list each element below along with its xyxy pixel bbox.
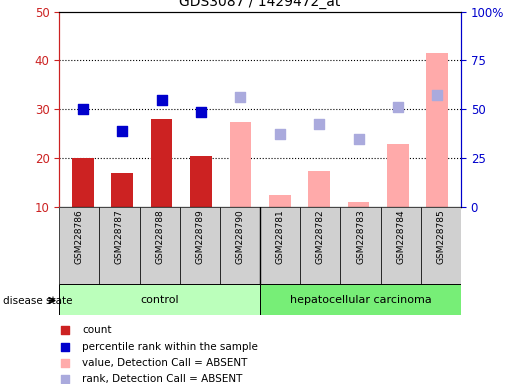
Title: GDS3087 / 1429472_at: GDS3087 / 1429472_at	[179, 0, 341, 9]
Text: GSM228782: GSM228782	[316, 210, 325, 264]
Point	[394, 104, 402, 110]
Bar	[348, 202, 369, 207]
Point	[197, 109, 205, 115]
Point	[236, 94, 245, 100]
Text: GSM228784: GSM228784	[396, 210, 405, 264]
Bar	[340, 207, 381, 284]
Text: percentile rank within the sample: percentile rank within the sample	[82, 342, 258, 352]
Text: hepatocellular carcinoma: hepatocellular carcinoma	[289, 295, 432, 305]
Text: rank, Detection Call = ABSENT: rank, Detection Call = ABSENT	[82, 374, 242, 384]
Bar	[99, 207, 140, 284]
Point	[315, 121, 323, 127]
Bar	[230, 122, 251, 207]
Text: control: control	[140, 295, 179, 305]
Point	[276, 131, 284, 137]
Bar	[111, 173, 133, 207]
Point	[158, 96, 166, 103]
Bar	[308, 170, 330, 207]
Text: GSM228787: GSM228787	[115, 210, 124, 265]
Point	[433, 92, 441, 98]
Point	[354, 136, 363, 142]
Bar	[269, 195, 290, 207]
Point	[118, 128, 126, 134]
Text: GSM228785: GSM228785	[436, 210, 445, 265]
Bar	[220, 207, 260, 284]
Text: value, Detection Call = ABSENT: value, Detection Call = ABSENT	[82, 358, 247, 368]
Bar	[59, 284, 260, 315]
Text: count: count	[82, 326, 111, 336]
Bar	[140, 207, 180, 284]
Bar	[260, 207, 300, 284]
Text: GSM228781: GSM228781	[276, 210, 285, 265]
Point	[79, 106, 87, 113]
Point	[61, 328, 70, 334]
Point	[61, 360, 70, 366]
Text: GSM228789: GSM228789	[195, 210, 204, 265]
Text: GSM228788: GSM228788	[155, 210, 164, 265]
Text: GSM228786: GSM228786	[75, 210, 84, 265]
Bar	[59, 207, 99, 284]
Point	[61, 376, 70, 382]
Bar	[260, 284, 461, 315]
Text: GSM228790: GSM228790	[235, 210, 245, 265]
Text: disease state: disease state	[3, 296, 72, 306]
Text: GSM228783: GSM228783	[356, 210, 365, 265]
Point	[61, 344, 70, 350]
Bar	[387, 144, 409, 207]
Bar	[300, 207, 340, 284]
Bar	[180, 207, 220, 284]
Bar	[151, 119, 173, 207]
Bar	[190, 156, 212, 207]
Bar	[72, 158, 94, 207]
Bar	[381, 207, 421, 284]
Bar	[426, 53, 448, 207]
Bar	[421, 207, 461, 284]
